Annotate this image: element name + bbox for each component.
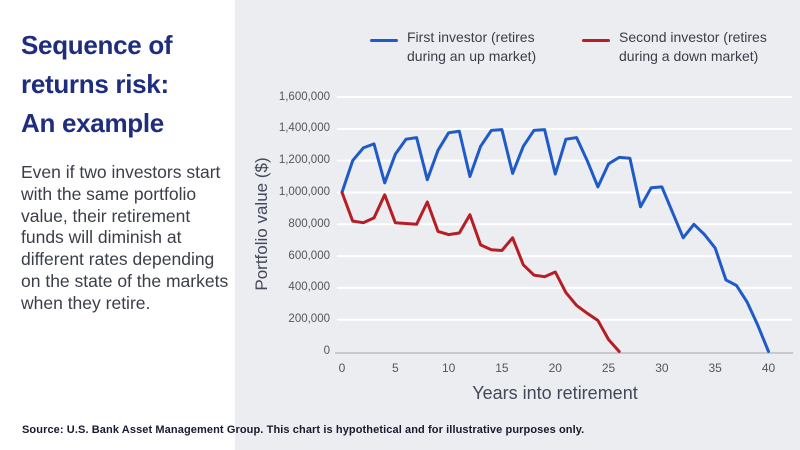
x-tick-label: 30 bbox=[655, 361, 669, 375]
first-investor-legend-label: First investor (retires during an up mar… bbox=[407, 29, 537, 64]
legend-item-first-investor: First investor (retires during an up mar… bbox=[370, 28, 573, 66]
gridlines bbox=[337, 96, 792, 321]
y-tick-label: 200,000 bbox=[288, 313, 330, 326]
x-tick-label: 5 bbox=[391, 361, 399, 375]
x-tick-label: 25 bbox=[601, 361, 616, 375]
y-tick-label: 800,000 bbox=[288, 217, 330, 230]
series-lines bbox=[340, 128, 770, 353]
y-tick-label: 0 bbox=[323, 345, 330, 357]
second-investor-line bbox=[340, 190, 621, 353]
x-axis-title: Years into retirement bbox=[472, 383, 638, 403]
y-tick-label: 1,200,000 bbox=[278, 154, 330, 167]
x-tick-label: 0 bbox=[338, 361, 346, 375]
source-note: Source: U.S. Bank Asset Management Group… bbox=[22, 424, 585, 436]
page-title-line-2: returns risk: bbox=[21, 69, 169, 99]
x-tick-label: 10 bbox=[441, 361, 456, 375]
page-title: Sequence of returns risk: An example bbox=[21, 26, 235, 143]
second-investor-legend-label: Second investor (retires during a down m… bbox=[619, 29, 767, 64]
first-investor-line bbox=[340, 128, 770, 353]
x-tick-label: 20 bbox=[548, 361, 562, 375]
y-tick-label: 400,000 bbox=[288, 281, 330, 294]
y-tick-label: 1,600,000 bbox=[278, 90, 330, 103]
page-title-line-1: Sequence of bbox=[21, 30, 173, 60]
x-tick-label: 35 bbox=[708, 361, 722, 375]
chart-panel: First investor (retires during an up mar… bbox=[235, 0, 800, 450]
second-investor-line-swatch bbox=[582, 39, 610, 42]
page-title-line-3: An example bbox=[21, 108, 164, 138]
intro-paragraph: Even if two investors start with the sam… bbox=[21, 162, 229, 313]
y-tick-label: 600,000 bbox=[288, 249, 330, 262]
y-tick-label: 1,000,000 bbox=[278, 185, 330, 198]
x-tick-label: 15 bbox=[495, 361, 509, 375]
first-investor-line-swatch bbox=[370, 39, 398, 42]
intro-panel: Sequence of returns risk: An example Eve… bbox=[21, 26, 235, 315]
legend-item-second-investor: Second investor (retires during a down m… bbox=[582, 28, 785, 66]
y-tick-label: 1,400,000 bbox=[278, 122, 330, 135]
line-chart bbox=[335, 96, 793, 354]
x-tick-label: 40 bbox=[761, 361, 776, 375]
